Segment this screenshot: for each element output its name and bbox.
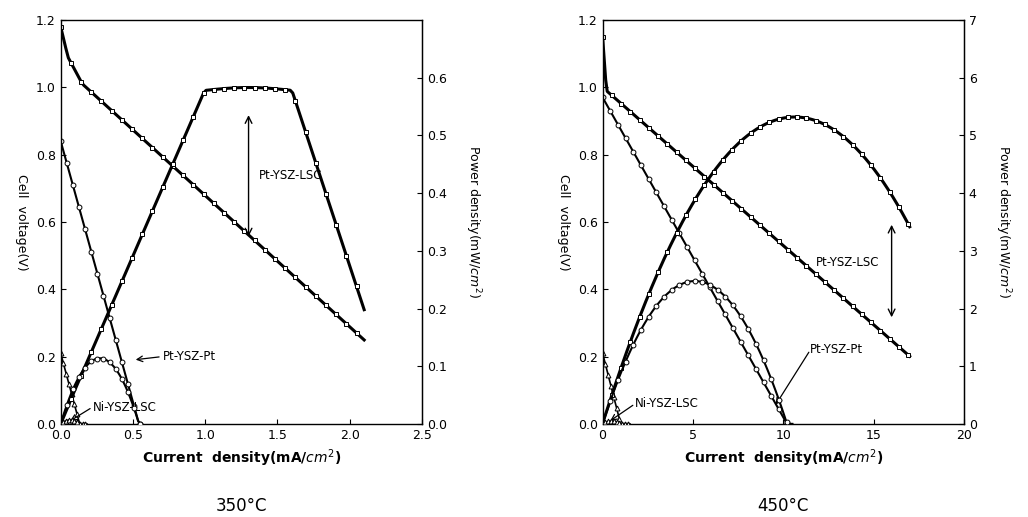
X-axis label: Current  density(mA/$cm^2$): Current density(mA/$cm^2$) [684,447,883,469]
Text: 450°C: 450°C [758,497,809,514]
Text: Pt-YSZ-Pt: Pt-YSZ-Pt [810,343,864,356]
Y-axis label: Power density(mW/$cm^2$): Power density(mW/$cm^2$) [993,145,1013,298]
Y-axis label: Cell  voltage(V): Cell voltage(V) [15,174,28,270]
Text: Pt-YSZ-LSC: Pt-YSZ-LSC [259,169,322,183]
Text: Ni-YSZ-LSC: Ni-YSZ-LSC [635,397,699,410]
X-axis label: Current  density(mA/$cm^2$): Current density(mA/$cm^2$) [142,447,341,469]
Text: Ni-YSZ-LSC: Ni-YSZ-LSC [93,401,156,414]
Text: Pt-YSZ-LSC: Pt-YSZ-LSC [816,256,879,269]
Y-axis label: Cell  voltage(V): Cell voltage(V) [557,174,570,270]
Text: Pt-YSZ-Pt: Pt-YSZ-Pt [163,350,217,363]
Text: 350°C: 350°C [216,497,267,514]
Y-axis label: Power density(mW/$cm^2$): Power density(mW/$cm^2$) [464,145,483,298]
